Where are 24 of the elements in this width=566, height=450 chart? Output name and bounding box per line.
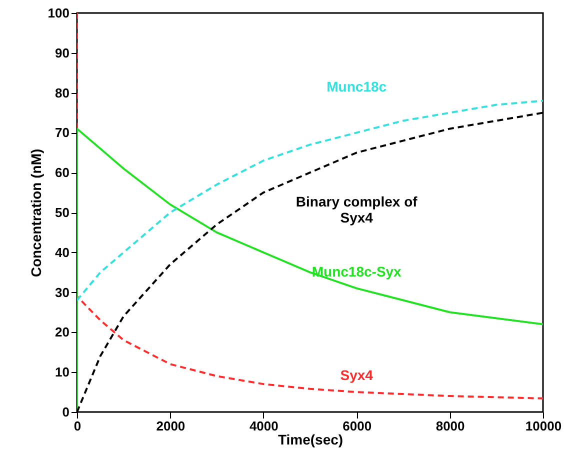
series-label: Binary complex of Syx4 bbox=[296, 194, 418, 226]
x-tick-label: 4000 bbox=[249, 418, 278, 434]
x-tick-label: 0 bbox=[74, 418, 82, 434]
y-tick-label: 90 bbox=[55, 45, 70, 60]
y-tick-label: 0 bbox=[62, 404, 70, 420]
y-tick-label: 80 bbox=[55, 85, 70, 100]
text: Munc18c bbox=[326, 78, 387, 95]
y-tick-label: 60 bbox=[55, 165, 70, 180]
y-tick-label: 20 bbox=[55, 324, 70, 340]
y-axis-title: Concentration (nM) bbox=[28, 148, 44, 278]
x-tick-label: 8000 bbox=[436, 418, 465, 434]
series-label: Syx4 bbox=[340, 367, 374, 384]
x-tick-label: 2000 bbox=[156, 418, 186, 434]
y-tick-label: 70 bbox=[55, 125, 70, 140]
y-tick-label: 100 bbox=[48, 6, 70, 20]
x-tick-label: 10000 bbox=[525, 418, 562, 434]
series-label: Munc18c-Syx bbox=[312, 263, 402, 280]
line-series bbox=[77, 100, 543, 302]
y-tick-label: 30 bbox=[55, 284, 70, 300]
y-tick-label: 10 bbox=[55, 364, 70, 380]
x-tick-label: 6000 bbox=[342, 418, 372, 434]
x-axis-title: Time(sec) bbox=[278, 432, 344, 448]
y-tick-label: 40 bbox=[55, 244, 70, 260]
y-tick-label: 50 bbox=[55, 205, 70, 220]
